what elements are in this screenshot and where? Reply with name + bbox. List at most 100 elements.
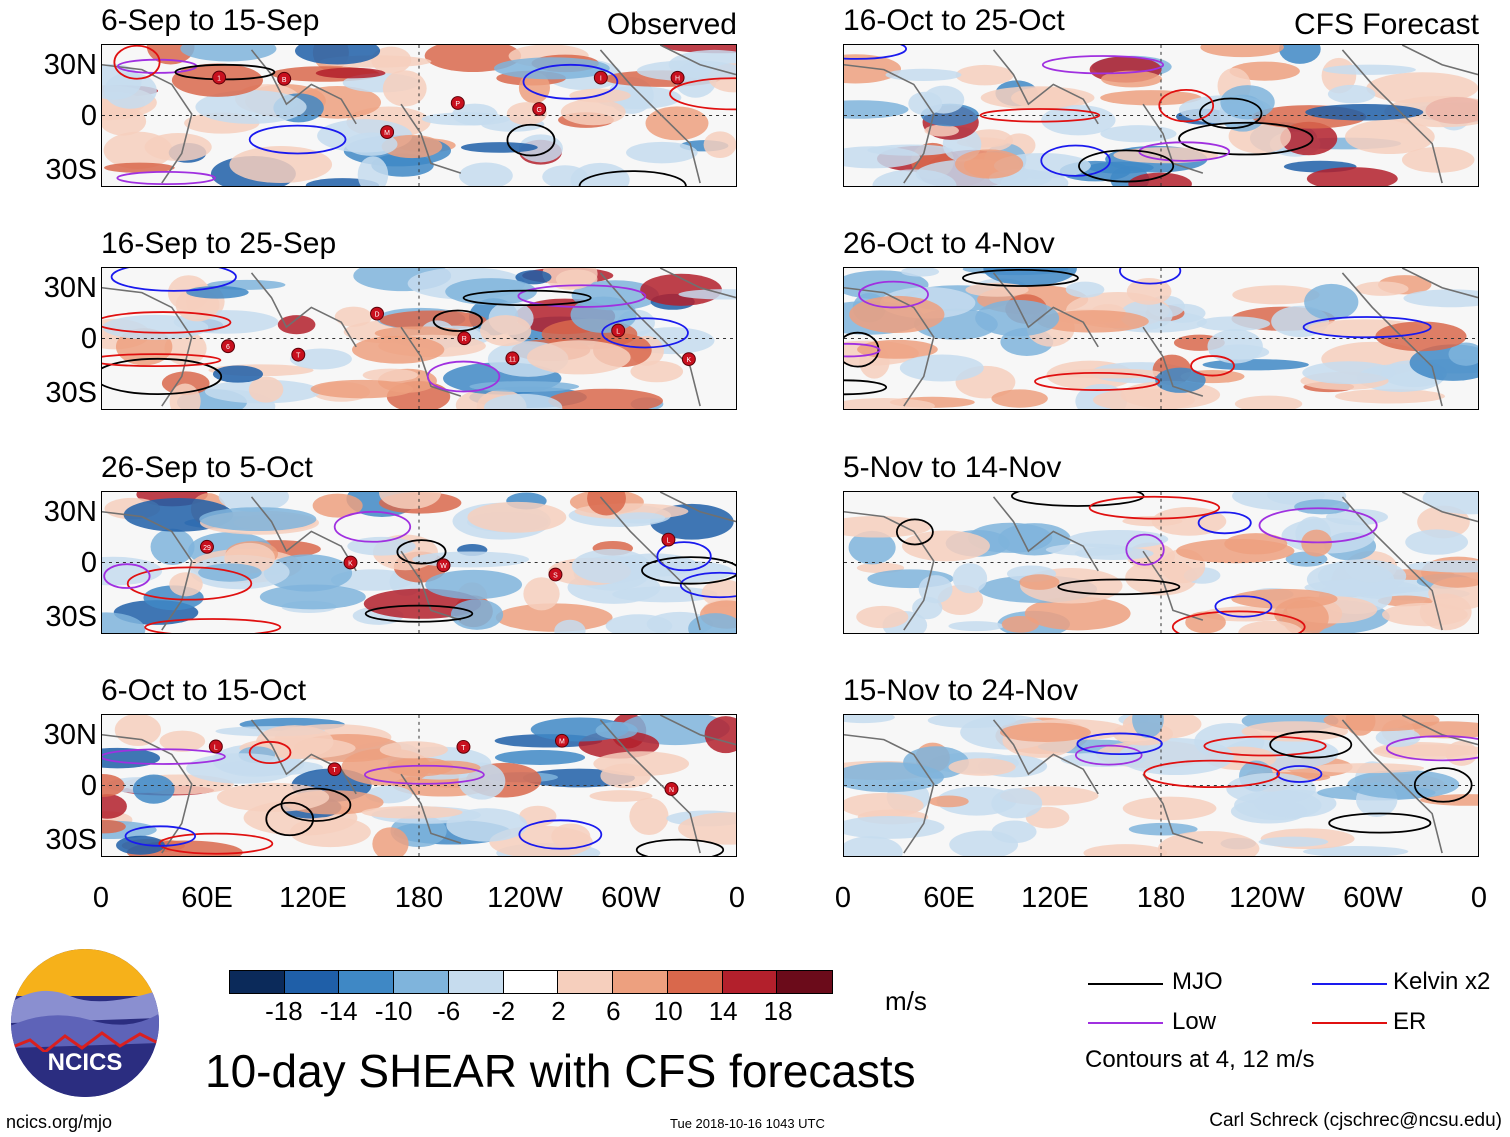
- lat-label: 0: [80, 100, 97, 132]
- contour-line: [962, 268, 1079, 287]
- lon-label: 120E: [279, 882, 347, 914]
- contour-line: [1178, 121, 1314, 156]
- contour-line: [1386, 735, 1478, 762]
- shear-anomaly-patch: [844, 516, 932, 538]
- coastline: [400, 550, 462, 621]
- shear-anomaly-patch: [1196, 316, 1271, 332]
- shear-anomaly-patch: [310, 379, 414, 399]
- colorbar-segment: [667, 971, 723, 993]
- shear-anomaly-patch: [560, 98, 626, 126]
- tropical-cyclone-icon: 6: [221, 339, 235, 354]
- shear-anomaly-patch: [102, 556, 163, 586]
- shear-anomaly-patch: [1302, 361, 1396, 385]
- storm-label: R: [462, 336, 467, 343]
- shear-anomaly-patch: [1122, 796, 1217, 821]
- shear-anomaly-patch: [144, 133, 212, 162]
- shear-anomaly-patch: [1405, 529, 1469, 555]
- contour-line: [144, 618, 282, 633]
- shear-anomaly-patch: [1382, 602, 1468, 627]
- shear-anomaly-patch: [523, 577, 560, 611]
- shear-anomaly-patch: [1224, 533, 1288, 555]
- shear-anomaly-patch: [132, 774, 175, 804]
- shear-anomaly-patch: [1202, 606, 1290, 622]
- shear-anomaly-patch: [263, 554, 353, 592]
- shear-anomaly-patch: [626, 141, 698, 164]
- colorbar: [229, 970, 833, 994]
- lon-label: 120E: [1021, 882, 1089, 914]
- coastline: [1401, 492, 1478, 523]
- storm-label: T: [296, 353, 301, 360]
- coastline: [992, 496, 1099, 572]
- legend-line-kelvin: [1312, 983, 1387, 985]
- panel-title: 6-Sep to 15-Sep: [101, 4, 320, 37]
- shear-anomaly-patch: [467, 501, 567, 533]
- colorbar-tick-label: -14: [320, 996, 358, 1026]
- colorbar-segment: [284, 971, 340, 993]
- storm-label: 11: [509, 356, 516, 363]
- colorbar-tick-label: 10: [653, 996, 683, 1026]
- storm-label: L: [214, 744, 218, 751]
- coastline: [992, 272, 1099, 348]
- main-title: 10-day SHEAR with CFS forecasts: [205, 1045, 916, 1097]
- lat-label: 0: [80, 547, 97, 579]
- legend-label-low: Low: [1172, 1008, 1217, 1035]
- shear-anomaly-patch: [102, 612, 146, 633]
- coastline: [102, 286, 193, 407]
- shear-anomaly-patch: [361, 806, 463, 819]
- shear-anomaly-patch: [295, 45, 381, 65]
- tropical-cyclone-icon: K: [681, 352, 696, 367]
- lat-label: 30S: [45, 377, 97, 409]
- storm-label: L: [616, 328, 620, 335]
- shear-anomaly-patch: [186, 753, 297, 784]
- shear-anomaly-patch: [991, 389, 1048, 408]
- timestamp: Tue 2018-10-16 1043 UTC: [670, 1116, 825, 1131]
- tropical-cyclone-icon: T: [291, 347, 306, 362]
- shear-anomaly-patch: [701, 579, 736, 608]
- lon-label: 60E: [181, 882, 233, 914]
- shear-anomaly-patch: [199, 507, 317, 532]
- colorbar-tick-label: -18: [265, 996, 303, 1026]
- contour-line: [1057, 578, 1181, 596]
- coastline: [1401, 268, 1478, 299]
- contour-line: [113, 45, 161, 80]
- contour-line: [1034, 372, 1161, 391]
- contour-line: [1041, 55, 1165, 75]
- coastline: [992, 49, 1099, 125]
- contour-line: [1203, 735, 1327, 757]
- shear-anomaly-patch: [169, 383, 201, 409]
- shear-anomaly-patch: [1375, 321, 1467, 352]
- site-link[interactable]: ncics.org/mjo: [6, 1112, 113, 1132]
- colorbar-segment: [722, 971, 778, 993]
- tropical-cyclone-icon: L: [661, 532, 676, 547]
- contour-line: [103, 563, 151, 589]
- contour-line: [518, 819, 603, 850]
- shear-anomaly-patch: [615, 512, 666, 524]
- shear-field: [844, 268, 1478, 409]
- shear-anomaly-patch: [1403, 289, 1478, 308]
- shear-anomaly-patch: [952, 563, 988, 594]
- coastline: [102, 510, 193, 631]
- lon-label: 180: [1136, 882, 1186, 914]
- legend-label-mjo: MJO: [1172, 968, 1223, 995]
- shear-field: [844, 715, 1478, 856]
- coastline: [250, 719, 357, 795]
- shear-anomaly-patch: [1185, 611, 1226, 633]
- storm-label: T: [332, 767, 337, 774]
- contour-line: [858, 280, 929, 309]
- contour-line: [1413, 767, 1473, 803]
- tropical-cyclone-icon: 29: [199, 539, 214, 554]
- shear-anomaly-patch: [446, 808, 528, 842]
- contour-line: [641, 556, 736, 585]
- lat-label: 30S: [45, 824, 97, 856]
- coastline: [1142, 550, 1204, 621]
- shear-anomaly-patch: [218, 492, 289, 512]
- shear-anomaly-patch: [542, 165, 588, 186]
- shear-anomaly-patch: [494, 750, 586, 765]
- shear-anomaly-patch: [104, 162, 175, 173]
- shear-anomaly-patch: [1401, 146, 1475, 173]
- shear-anomaly-patch: [1374, 744, 1478, 757]
- contour-line: [102, 748, 226, 765]
- colorbar-segment: [503, 971, 559, 993]
- shear-field: L T T M N: [102, 715, 736, 856]
- shear-field: [844, 492, 1478, 633]
